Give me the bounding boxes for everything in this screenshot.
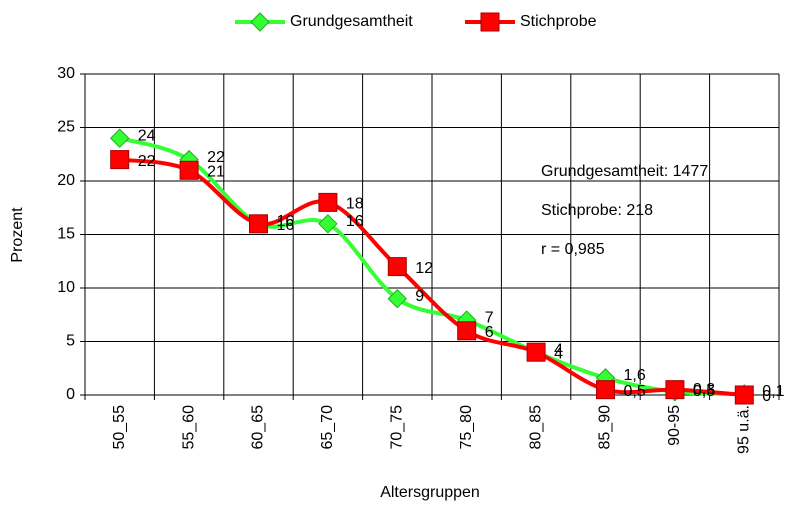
data-label: 9 (415, 288, 424, 305)
data-label: 16 (277, 217, 295, 234)
marker (179, 160, 199, 180)
y-tick-label: 20 (57, 172, 75, 189)
data-label: 4 (554, 345, 563, 362)
marker (734, 385, 754, 405)
marker (318, 192, 338, 212)
y-tick-label: 0 (66, 386, 75, 403)
marker (109, 128, 130, 148)
data-label: 12 (415, 260, 433, 277)
marker (110, 150, 130, 170)
data-label: 6 (485, 324, 494, 341)
marker (526, 342, 546, 362)
marker (596, 380, 615, 400)
data-label: 16 (346, 213, 364, 230)
marker (457, 321, 477, 341)
y-tick-label: 30 (57, 65, 75, 82)
y-axis-label: Prozent (9, 207, 26, 263)
data-label: 24 (138, 127, 156, 144)
legend-label: Grundgesamtheit (290, 13, 413, 30)
legend-label: Stichprobe (520, 13, 597, 30)
x-tick-label: 65_70 (319, 405, 336, 450)
series-line (119, 157, 745, 397)
x-tick-label: 55_60 (180, 405, 197, 450)
marker (250, 12, 270, 32)
series-line (119, 136, 745, 396)
y-tick-label: 25 (57, 119, 75, 136)
marker (387, 257, 407, 277)
data-label: 0 (762, 388, 771, 405)
y-tick-label: 10 (57, 279, 75, 296)
data-label: 0,5 (624, 383, 646, 400)
data-label: 22 (138, 153, 156, 170)
marker (249, 214, 268, 234)
data-label: 4 (554, 341, 563, 358)
x-tick-label: 95 u.ä. (736, 405, 753, 454)
y-tick-label: 15 (57, 226, 75, 243)
marker (387, 288, 408, 309)
data-label: 16 (277, 213, 295, 230)
x-tick-label: 70_75 (389, 405, 406, 450)
x-tick-label: 85_90 (597, 405, 614, 450)
x-axis-label: Altersgruppen (380, 484, 480, 501)
annotation: r = 0,985 (541, 241, 605, 258)
marker (480, 12, 500, 32)
data-label: 0,3 (693, 381, 715, 398)
y-tick-label: 5 (66, 333, 75, 350)
x-tick-label: 80_85 (527, 405, 544, 450)
x-tick-label: 75_80 (458, 405, 475, 450)
x-tick-label: 60_65 (250, 405, 267, 450)
x-tick-label: 50_55 (111, 405, 128, 450)
data-label: 18 (346, 196, 364, 213)
x-tick-label: 90-95 (666, 405, 683, 446)
marker (665, 380, 685, 400)
data-label: 7 (485, 309, 494, 326)
annotation: Stichprobe: 218 (541, 202, 653, 219)
data-label: 1,6 (624, 367, 646, 384)
annotation: Grundgesamtheit: 1477 (541, 163, 708, 180)
data-label: 22 (207, 149, 225, 166)
data-label: 0,5 (693, 383, 715, 400)
marker (318, 214, 338, 234)
data-label: 21 (207, 164, 225, 181)
data-label: 0,1 (762, 383, 784, 400)
